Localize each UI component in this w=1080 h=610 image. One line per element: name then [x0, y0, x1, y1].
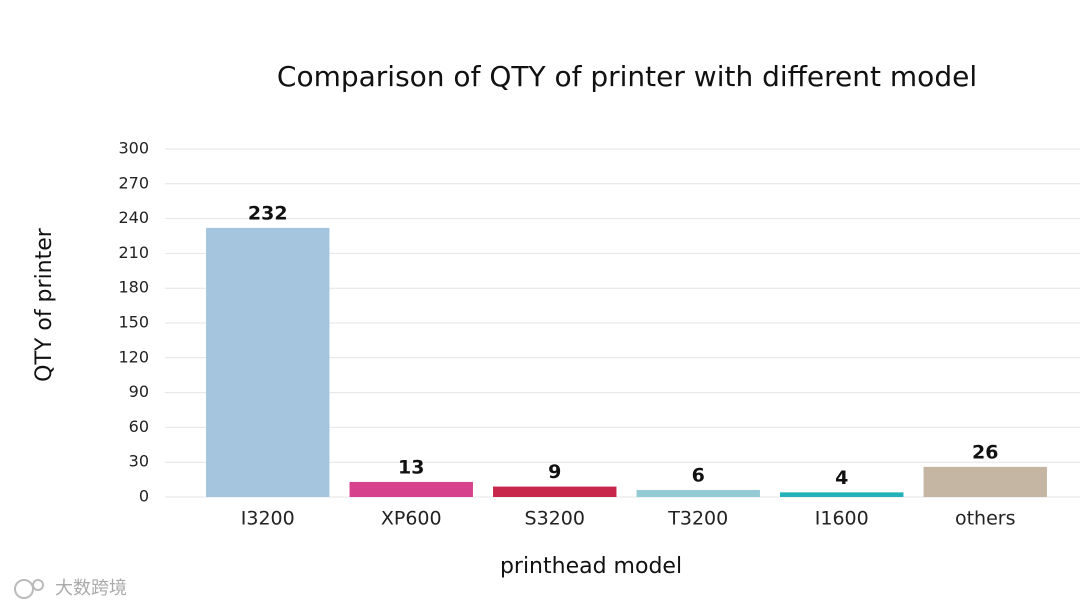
y-tick-label: 180	[118, 278, 149, 297]
y-tick-label: 30	[129, 452, 149, 471]
value-label: 4	[835, 467, 848, 489]
x-tick-label: S3200	[525, 508, 585, 530]
bar	[636, 490, 760, 497]
watermark-logo	[14, 579, 44, 599]
y-tick-label: 300	[118, 139, 149, 158]
x-tick-label: T3200	[667, 508, 728, 530]
value-label: 26	[972, 441, 998, 463]
x-tick-label: I1600	[815, 508, 869, 530]
value-label: 13	[398, 456, 424, 478]
x-axis-label: printhead model	[500, 554, 682, 579]
bar	[349, 481, 473, 497]
chart-title: Comparison of QTY of printer with differ…	[277, 60, 977, 93]
y-tick-label: 270	[118, 173, 149, 192]
x-tick-label: I3200	[241, 508, 295, 530]
y-tick-label: 150	[118, 313, 149, 332]
watermark: 大数跨境	[55, 578, 127, 599]
y-tick-label: 60	[129, 417, 149, 436]
y-tick-label: 240	[118, 208, 149, 227]
y-axis-label: QTY of printer	[32, 227, 57, 382]
y-tick-label: 90	[129, 382, 149, 401]
bar	[780, 492, 904, 497]
bar	[493, 486, 617, 497]
bar	[923, 466, 1047, 497]
x-tick-label: XP600	[381, 508, 442, 530]
value-label: 6	[692, 465, 705, 487]
value-label: 9	[548, 461, 561, 483]
x-tick-label: others	[955, 508, 1016, 530]
bar	[206, 227, 330, 497]
value-label: 232	[248, 202, 288, 224]
y-tick-label: 120	[118, 347, 149, 366]
y-tick-label: 210	[118, 243, 149, 262]
y-tick-label: 0	[139, 487, 149, 506]
